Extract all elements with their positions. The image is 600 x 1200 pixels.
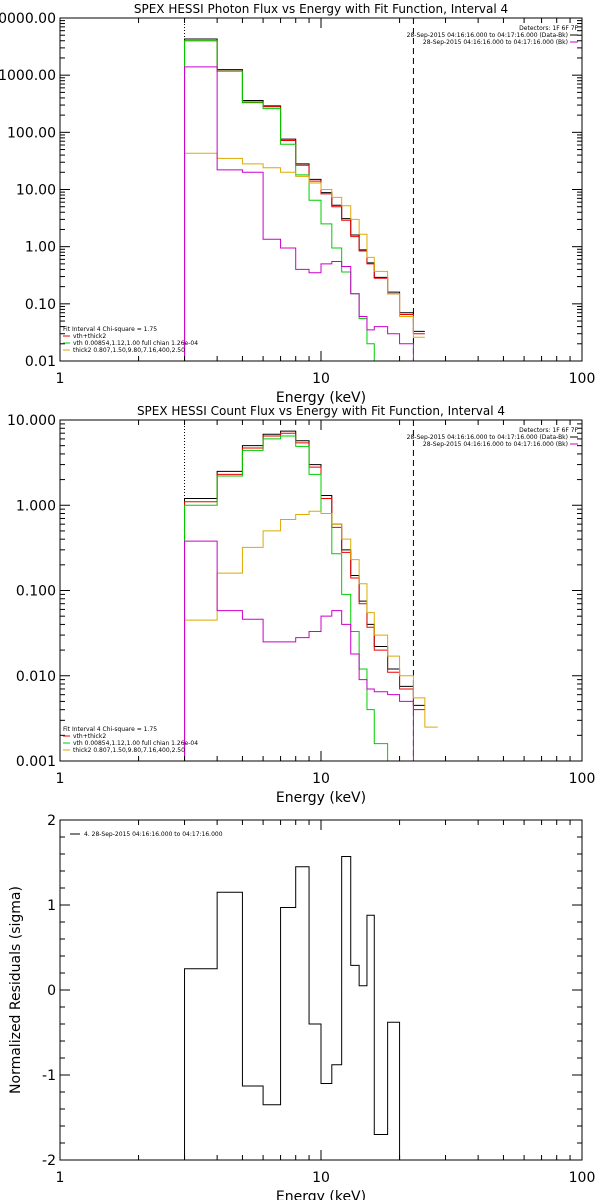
series-line-2 <box>184 432 425 761</box>
plot-area <box>184 18 425 361</box>
legend-top-entry: 28-Sep-2015 04:16:16.000 to 04:17:16.000… <box>423 39 568 46</box>
plot-frame <box>59 819 583 1161</box>
y-tick-label: 0.010 <box>16 669 56 685</box>
y-tick-label: 0.01 <box>25 354 56 370</box>
y-tick-label: 1.00 <box>25 240 56 256</box>
series-line-1 <box>184 430 425 761</box>
x-axis-label: Energy (keV) <box>276 390 366 406</box>
y-tick-label: -1 <box>42 1068 56 1084</box>
residuals-line <box>184 856 401 1160</box>
legend-bottom-entry: vth+thick2 <box>73 733 106 740</box>
series-line-3 <box>184 40 375 361</box>
legend-bottom-entry: vth+thick2 <box>73 333 106 340</box>
x-tick-label: 1 <box>56 371 65 387</box>
legend-top-entry: Detectors: 1F 6F 7F <box>519 25 578 32</box>
legend-bottom-entry: thick2 0.807,1.50,9.80,7.16,400,2.50 <box>73 347 185 354</box>
x-tick-label: 10 <box>312 371 330 387</box>
legend-bottom-entry: thick2 0.807,1.50,9.80,7.16,400,2.50 <box>73 747 185 754</box>
plot-area <box>184 856 401 1160</box>
chart-title: SPEX HESSI Photon Flux vs Energy with Fi… <box>134 2 508 16</box>
legend-bottom-entry: Fit Interval 4 Chi-square = 1.75 <box>63 726 157 733</box>
x-tick-label: 100 <box>569 371 596 387</box>
plot-area <box>184 420 438 761</box>
y-tick-label: 2 <box>47 813 56 829</box>
y-tick-label: 1.000 <box>16 498 56 514</box>
y-tick-label: 0.100 <box>16 584 56 600</box>
y-tick-label: -2 <box>42 1153 56 1169</box>
legend-bottom-entry: vth 0.00854,1.12,1.00 full chian 1.26e-0… <box>73 740 198 747</box>
panel-2: 1 10 100 10.000 1.000 0.100 0.010 0.001 SPEX HES… <box>7 404 596 806</box>
series-line-4 <box>184 510 438 761</box>
legend-top-entry: Detectors: 1F 6F 7F <box>519 427 578 434</box>
y-tick-label: 1000.00 <box>0 68 56 84</box>
y-axis-label: Normalized Residuals (sigma) <box>8 886 24 1094</box>
series-line-1 <box>184 38 425 361</box>
series-line-3 <box>184 435 389 761</box>
y-tick-label: 0.001 <box>16 754 56 770</box>
series-line-2 <box>184 40 425 361</box>
legend-bottom-entry: Fit Interval 4 Chi-square = 1.75 <box>63 326 157 333</box>
chart-title: SPEX HESSI Count Flux vs Energy with Fit… <box>137 404 505 418</box>
y-tick-label: 10.000 <box>7 413 56 429</box>
legend-top-entry: 28-Sep-2015 04:16:16.000 to 04:17:16.000… <box>423 441 568 448</box>
y-tick-label: 10.00 <box>16 183 56 199</box>
x-axis-label: Energy (keV) <box>276 790 366 806</box>
series-line-5 <box>184 66 414 361</box>
x-tick-label: 10 <box>312 1170 330 1186</box>
x-tick-label: 100 <box>569 771 596 787</box>
x-tick-label: 1 <box>56 771 65 787</box>
series-line-4 <box>184 152 425 361</box>
y-tick-label: 100.00 <box>7 125 56 141</box>
y-tick-label: 1 <box>47 898 56 914</box>
legend-top-entry: 28-Sep-2015 04:16:16.000 to 04:17:16.000… <box>407 32 568 39</box>
legend-top-entry: 28-Sep-2015 04:16:16.000 to 04:17:16.000… <box>407 434 568 441</box>
legend-entry: 4. 28-Sep-2015 04:16:16.000 to 04:17:16.… <box>84 831 223 838</box>
x-tick-label: 1 <box>56 1170 65 1186</box>
x-tick-label: 10 <box>312 771 330 787</box>
x-axis-label: Energy (keV) <box>276 1189 366 1200</box>
y-tick-label: 0 <box>47 983 56 999</box>
y-tick-label: 0.10 <box>25 297 56 313</box>
series-line-5 <box>184 540 414 761</box>
x-tick-label: 100 <box>569 1170 596 1186</box>
legend-bottom-entry: vth 0.00854,1.12,1.00 full chian 1.26e-0… <box>73 340 198 347</box>
